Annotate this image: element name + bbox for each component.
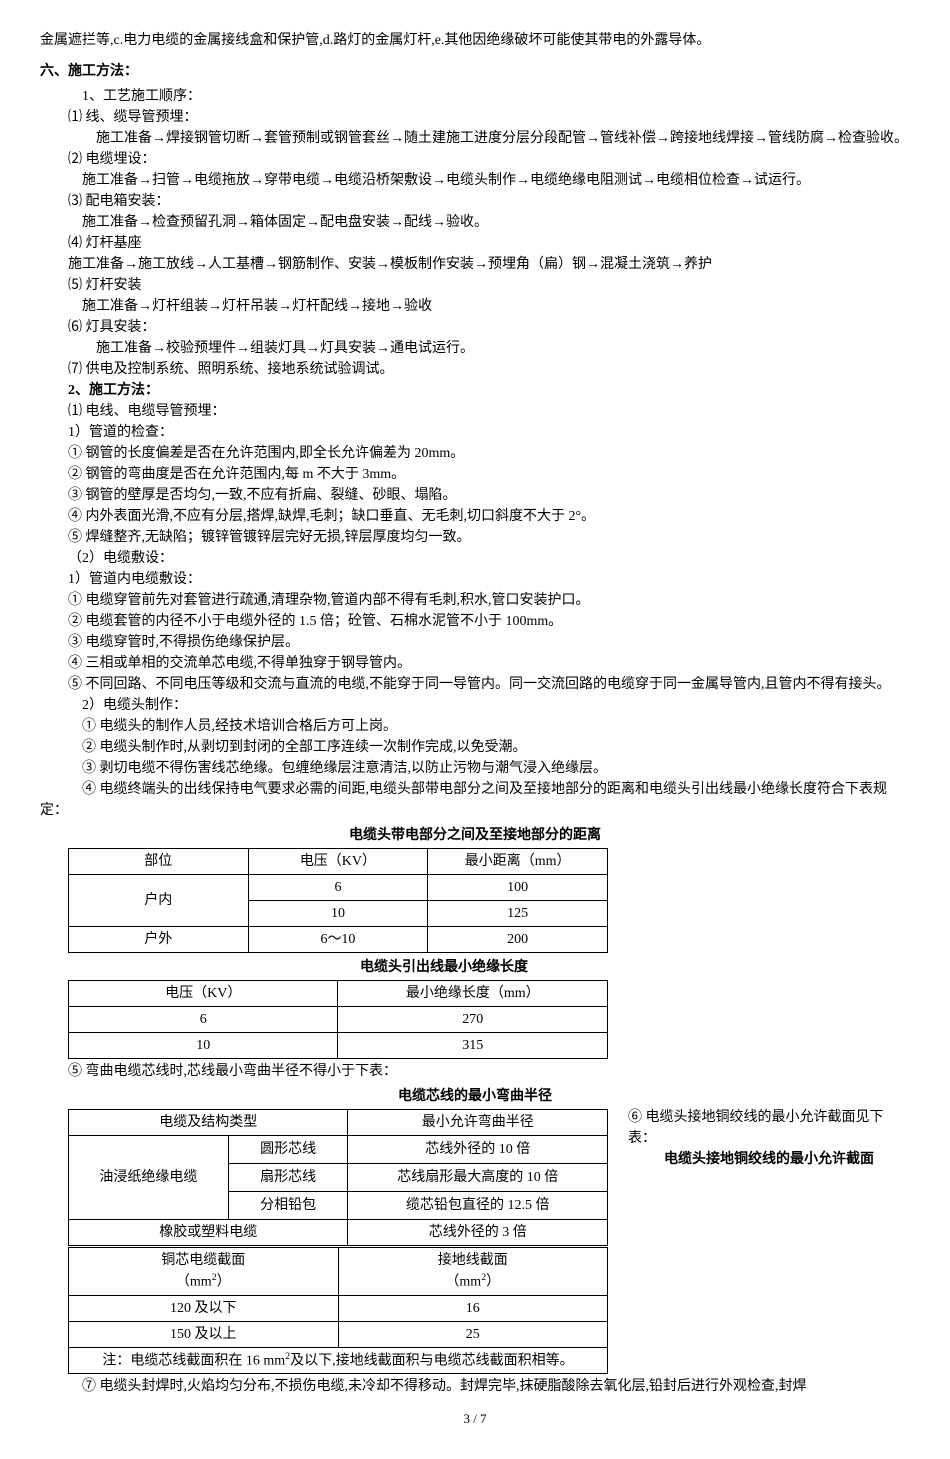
m1-2-c1: ① 电缆穿管前先对套管进行疏通,清理杂物,管道内部不得有毛刺,积水,管口安装护口…: [40, 590, 910, 611]
table3-r1c3: 芯线外径的 10 倍: [348, 1136, 608, 1164]
table4-h1: 铜芯电缆截面（mm2）: [69, 1248, 339, 1296]
table1-r3c3: 200: [428, 927, 608, 953]
item5-body: 施工准备→灯杆组装→灯杆吊装→灯杆配线→接地→验收: [40, 296, 910, 317]
item2-title: ⑵ 电缆埋设：: [40, 149, 910, 170]
item2-body: 施工准备→扫管→电缆拖放→穿带电缆→电缆沿桥架敷设→电缆头制作→电缆绝缘电阻测试…: [40, 170, 910, 191]
table3-r1c1: 油浸纸绝缘电缆: [69, 1136, 229, 1220]
item6-body: 施工准备→校验预埋件→组装灯具→灯具安装→通电试运行。: [40, 338, 910, 359]
item6-title: ⑹ 灯具安装：: [40, 317, 910, 338]
m1-2-2-c1: ① 电缆头的制作人员,经技术培训合格后方可上岗。: [40, 716, 910, 737]
table3-r4c3: 芯线外径的 3 倍: [348, 1220, 608, 1246]
table2-r1c2: 270: [338, 1007, 608, 1033]
m1-title: ⑴ 电线、电缆导管预埋：: [40, 401, 910, 422]
m1-c2: ② 钢管的弯曲度是否在允许范围内,每 m 不大于 3mm。: [40, 464, 910, 485]
m1-2-2-c6: ⑥ 电缆头接地铜绞线的最小允许截面见下表：: [628, 1107, 910, 1149]
m1-2-2-c3: ③ 剥切电缆不得伤害线芯绝缘。包缠绝缘层注意清洁,以防止污物与潮气浸入绝缘层。: [40, 758, 910, 779]
table2-r1c1: 6: [69, 1007, 338, 1033]
table2-h1: 电压（KV）: [69, 981, 338, 1007]
table3-title: 电缆芯线的最小弯曲半径: [40, 1086, 910, 1107]
item1-title: ⑴ 线、缆导管预埋：: [40, 107, 910, 128]
section6-heading: 六、施工方法：: [40, 61, 910, 82]
table3-r3c3: 缆芯铅包直径的 12.5 倍: [348, 1192, 608, 1220]
table3-r2c2: 扇形芯线: [228, 1164, 348, 1192]
table3-r3c2: 分相铅包: [228, 1192, 348, 1220]
table4: 铜芯电缆截面（mm2） 接地线截面（mm2） 120 及以下 16 150 及以…: [68, 1247, 608, 1374]
item3-title: ⑶ 配电箱安装：: [40, 191, 910, 212]
table1-r1c3: 100: [428, 875, 608, 901]
table4-r2c1: 150 及以上: [69, 1321, 339, 1347]
table1-h3: 最小距离（mm）: [428, 849, 608, 875]
table4-note: 注：电缆芯线截面积在 16 mm2及以下,接地线截面积与电缆芯线截面积相等。: [69, 1347, 608, 1374]
table1-r2c3: 125: [428, 901, 608, 927]
sub1-heading: 1、工艺施工顺序：: [40, 86, 910, 107]
table4-r2c2: 25: [338, 1321, 608, 1347]
table1-r2c2: 10: [248, 901, 428, 927]
m1-2-2-c2: ② 电缆头制作时,从剥切到封闭的全部工序连续一次制作完成,以免受潮。: [40, 737, 910, 758]
table3-h2: 最小允许弯曲半径: [348, 1110, 608, 1136]
m1-c5: ⑤ 焊缝整齐,无缺陷；镀锌管镀锌层完好无损,锌层厚度均匀一致。: [40, 527, 910, 548]
m1-2-c4: ④ 三相或单相的交流单芯电缆,不得单独穿于钢导管内。: [40, 653, 910, 674]
m1-2-2-title: 2）电缆头制作：: [40, 695, 910, 716]
m1-2-title: （2）电缆敷设：: [40, 548, 910, 569]
m1-c4: ④ 内外表面光滑,不应有分层,搭焊,缺焊,毛刺；缺口垂直、无毛刺,切口斜度不大于…: [40, 506, 910, 527]
intro-text: 金属遮拦等,c.电力电缆的金属接线盒和保护管,d.路灯的金属灯杆,e.其他因绝缘…: [40, 30, 910, 51]
table1-h2: 电压（KV）: [248, 849, 428, 875]
table1-r1c2: 6: [248, 875, 428, 901]
m1-2-1-title: 1）管道内电缆敷设：: [40, 569, 910, 590]
item4-title: ⑷ 灯杆基座: [40, 233, 910, 254]
item4-body: 施工准备→施工放线→人工基槽→钢筋制作、安装→模板制作安装→预埋角（扁）钢→混凝…: [40, 254, 910, 275]
table2-title: 电缆头引出线最小绝缘长度: [40, 957, 910, 978]
table3-h1: 电缆及结构类型: [69, 1110, 348, 1136]
item7-title: ⑺ 供电及控制系统、照明系统、接地系统试验调试。: [40, 359, 910, 380]
m1-2-2-c4: ④ 电缆终端头的出线保持电气要求必需的间距,电缆头部带电部分之间及至接地部分的距…: [40, 779, 910, 821]
page-footer: 3 / 7: [40, 1409, 910, 1429]
m1-2-c5: ⑤ 不同回路、不同电压等级和交流与直流的电缆,不能穿于同一导管内。同一交流回路的…: [40, 674, 910, 695]
table2-r2c2: 315: [338, 1033, 608, 1059]
item5-title: ⑸ 灯杆安装: [40, 275, 910, 296]
sub2-heading: 2、施工方法：: [40, 380, 910, 401]
m1-2-2-c5: ⑤ 弯曲电缆芯线时,芯线最小弯曲半径不得小于下表：: [40, 1061, 910, 1082]
m1-c3: ③ 钢管的壁厚是否均匀,一致,不应有折扁、裂缝、砂眼、塌陷。: [40, 485, 910, 506]
table3-r1c2: 圆形芯线: [228, 1136, 348, 1164]
m1-2-2-c7: ⑦ 电缆头封焊时,火焰均匀分布,不损伤电缆,未冷却不得移动。封焊完毕,抹硬脂酸除…: [40, 1376, 910, 1397]
table1-r1c1: 户内: [69, 875, 249, 927]
m1-1-title: 1）管道的检查：: [40, 422, 910, 443]
table3-r2c3: 芯线扇形最大高度的 10 倍: [348, 1164, 608, 1192]
table2-r2c1: 10: [69, 1033, 338, 1059]
table4-r1c2: 16: [338, 1295, 608, 1321]
table1-r3c2: 6～10: [248, 927, 428, 953]
table1-r3c1: 户外: [69, 927, 249, 953]
table4-r1c1: 120 及以下: [69, 1295, 339, 1321]
table1: 部位 电压（KV） 最小距离（mm） 户内 6 100 10 125 户外 6～…: [68, 848, 608, 953]
item3-body: 施工准备→检查预留孔洞→箱体固定→配电盘安装→配线→验收。: [40, 212, 910, 233]
table3-r4c1: 橡胶或塑料电缆: [69, 1220, 348, 1246]
m1-c1: ① 钢管的长度偏差是否在允许范围内,即全长允许偏差为 20mm。: [40, 443, 910, 464]
m1-2-c2: ② 电缆套管的内径不小于电缆外径的 1.5 倍；砼管、石棉水泥管不小于 100m…: [40, 611, 910, 632]
table1-title: 电缆头带电部分之间及至接地部分的距离: [40, 825, 910, 846]
table2: 电压（KV） 最小绝缘长度（mm） 6 270 10 315: [68, 980, 608, 1059]
m1-2-c3: ③ 电缆穿管时,不得损伤绝缘保护层。: [40, 632, 910, 653]
table4-title: 电缆头接地铜绞线的最小允许截面: [628, 1149, 910, 1170]
table4-h2: 接地线截面（mm2）: [338, 1248, 608, 1296]
table3: 电缆及结构类型 最小允许弯曲半径 油浸纸绝缘电缆 圆形芯线 芯线外径的 10 倍…: [68, 1109, 608, 1246]
table1-h1: 部位: [69, 849, 249, 875]
table2-h2: 最小绝缘长度（mm）: [338, 981, 608, 1007]
item1-body: 施工准备→焊接钢管切断→套管预制或钢管套丝→随土建施工进度分层分段配管→管线补偿…: [40, 128, 910, 149]
